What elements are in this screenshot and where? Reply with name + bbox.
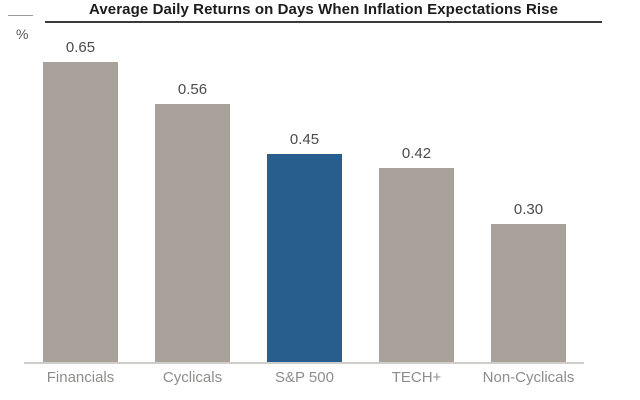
y-axis-top-tick: [8, 15, 33, 16]
bar-value-label-tech: 0.42: [401, 145, 432, 162]
bar-value-label-financials: 0.65: [65, 39, 96, 56]
chart-title: Average Daily Returns on Days When Infla…: [88, 1, 559, 18]
bar-category-label-non-cyclicals: Non-Cyclicals: [482, 369, 575, 386]
bar-category-label-tech: TECH+: [391, 369, 442, 386]
bar-tech: [379, 168, 454, 362]
bar-value-label-s-p-500: 0.45: [289, 131, 320, 148]
bar-category-label-financials: Financials: [46, 369, 115, 386]
bar-cyclicals: [155, 104, 230, 362]
x-axis-line: [24, 362, 584, 364]
bar-s-p-500: [267, 154, 342, 362]
bar-value-label-cyclicals: 0.56: [177, 81, 208, 98]
bar-financials: [43, 62, 118, 362]
y-axis-unit-label: %: [16, 26, 29, 42]
bar-category-label-s-p-500: S&P 500: [275, 369, 334, 386]
chart-title-block: Average Daily Returns on Days When Infla…: [45, 1, 602, 23]
bar-non-cyclicals: [491, 224, 566, 362]
bar-category-label-cyclicals: Cyclicals: [162, 369, 223, 386]
bar-value-label-non-cyclicals: 0.30: [513, 201, 544, 218]
